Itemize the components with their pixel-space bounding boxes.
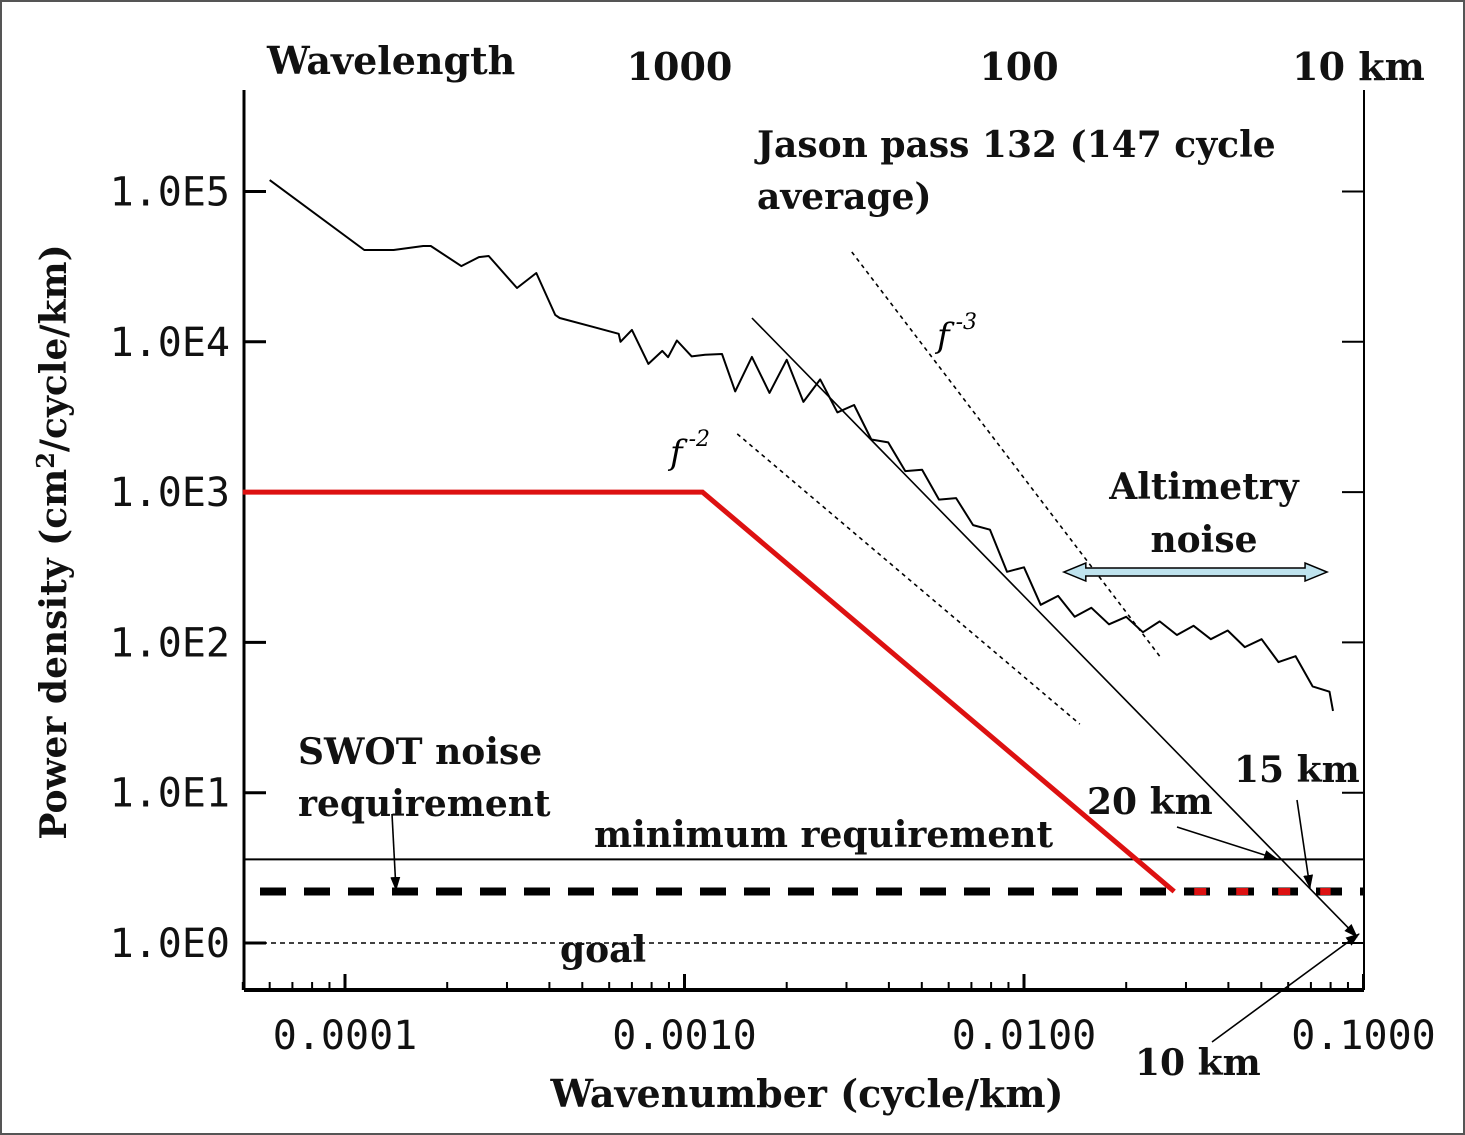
series-line-jason <box>269 179 1334 712</box>
x-tick-label: 0.0001 <box>273 1013 418 1059</box>
top-axis-tick-label: 1000 <box>627 44 733 89</box>
y-axis-label: Power density (cm2/cycle/km) <box>31 244 75 839</box>
jason-label-line1: Jason pass 132 (147 cycle <box>754 124 1276 166</box>
y-tick-label: 1.0E0 <box>110 921 230 967</box>
arrow-10km <box>1211 933 1360 1043</box>
label-15km: 15 km <box>1234 749 1360 791</box>
label-10km: 10 km <box>1135 1042 1261 1084</box>
top-axis-label: Wavelength <box>266 38 515 83</box>
x-tick-label: 0.0010 <box>612 1013 757 1059</box>
swot-label-line2: requirement <box>298 783 551 825</box>
minimum-requirement-label: minimum requirement <box>594 814 1053 856</box>
x-axis-label: Wavenumber (cycle/km) <box>549 1071 1063 1116</box>
y-tick-label: 1.0E1 <box>110 771 230 817</box>
slope-line-5 <box>736 433 1081 725</box>
slope-line-3 <box>751 317 1358 938</box>
y-tick-label: 1.0E4 <box>110 320 230 366</box>
jason-label-line2: average) <box>757 176 932 218</box>
arrow-20km <box>1176 826 1278 860</box>
x-tick-label: 0.1000 <box>1291 1013 1436 1059</box>
arrow-swot-requirement <box>390 813 401 891</box>
series-line-swot-requirement <box>242 489 1176 894</box>
swot-label-line1: SWOT noise <box>298 731 542 773</box>
altimetry-label-line2: noise <box>1150 519 1257 561</box>
altimetry-noise-double-arrow <box>1061 561 1330 583</box>
arrow-15km <box>1296 799 1314 889</box>
y-tick-label: 1.0E3 <box>110 470 230 516</box>
x-tick-label: 0.0100 <box>952 1013 1097 1059</box>
f3-label: f -3 <box>934 310 977 356</box>
slope-line-4 <box>851 251 1161 658</box>
y-tick-label: 1.0E5 <box>110 170 230 216</box>
label-20km: 20 km <box>1087 781 1213 823</box>
f2-label: f -2 <box>667 427 710 473</box>
y-tick-label: 1.0E2 <box>110 620 230 666</box>
goal-label: goal <box>560 929 646 971</box>
altimetry-label-line1: Altimetry <box>1108 466 1300 508</box>
top-axis-tick-label: 100 <box>979 44 1058 89</box>
top-axis-tick-label: 10 km <box>1292 44 1425 89</box>
